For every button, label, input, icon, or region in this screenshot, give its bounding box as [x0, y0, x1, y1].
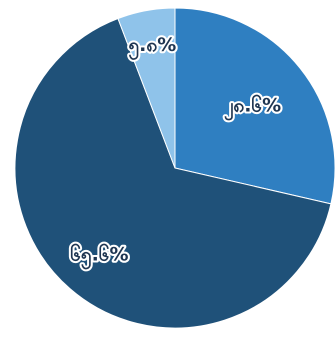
- pie-slice-2: [14, 17, 332, 329]
- pie-slices: [14, 7, 336, 329]
- pie-slice-3: [117, 7, 176, 169]
- pie-slice-1: [174, 7, 336, 205]
